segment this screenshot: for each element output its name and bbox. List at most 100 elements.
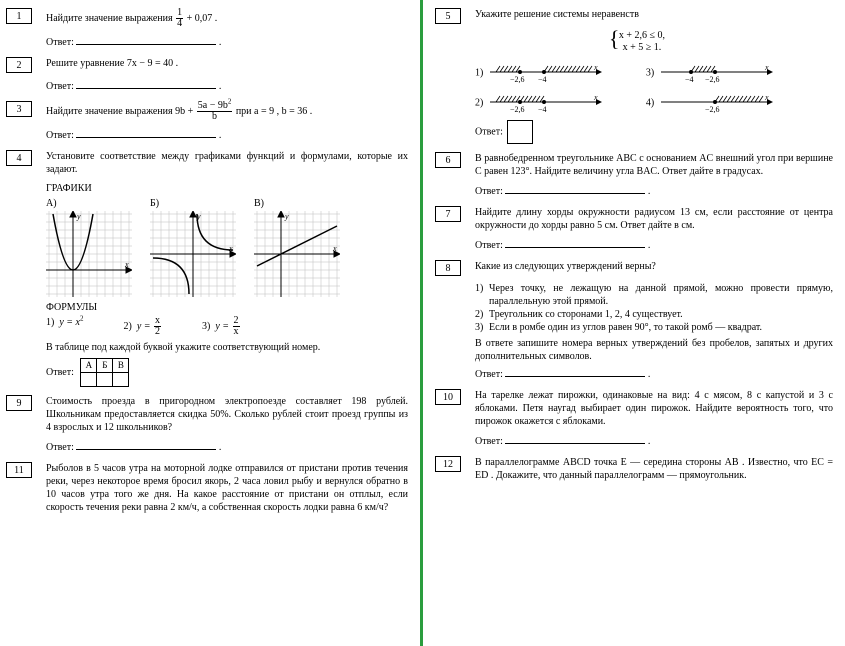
problem-number: 10: [435, 389, 461, 405]
problem-12: 12 В параллелограмме ABCD точка E — сере…: [437, 456, 833, 482]
nl-label: 2): [475, 97, 483, 108]
left-column: 1 Найдите значение выражения 14 + 0,07 .…: [0, 0, 420, 646]
formula-2: 2) y = x2: [123, 316, 162, 337]
answer-row: Ответ: .: [475, 238, 833, 252]
problem-4: 4 Установите соответствие между графикам…: [8, 150, 408, 176]
answer-label: Ответ:: [46, 367, 74, 378]
sup: 2: [228, 98, 232, 106]
answer-label: Ответ:: [475, 240, 503, 251]
problem-number: 2: [6, 57, 32, 73]
graphs-label: ГРАФИКИ: [46, 182, 408, 195]
svg-text:−2,6: −2,6: [510, 75, 525, 84]
nl-1: 1) −2,6−4x: [475, 60, 606, 86]
svg-text:−2,6: −2,6: [705, 105, 720, 114]
answer-blank[interactable]: [76, 79, 216, 89]
answer-blank[interactable]: [76, 35, 216, 45]
graphs-row: А) x y Б): [46, 197, 408, 297]
formula-num: 2): [123, 321, 131, 332]
answer-row: Ответ: .: [46, 35, 408, 49]
cell[interactable]: [81, 373, 97, 387]
answer-row: Ответ: .: [475, 367, 833, 381]
svg-text:−4: −4: [538, 105, 547, 114]
answer-blank[interactable]: [505, 367, 645, 377]
stmt-num: 2): [475, 308, 489, 321]
answer-row: Ответ: .: [46, 79, 408, 93]
answer-box[interactable]: [507, 120, 533, 144]
problem-3: 3 Найдите значение выражения 9b + 5a − 9…: [8, 101, 408, 122]
problem-text: На тарелке лежат пирожки, одинаковые на …: [475, 389, 833, 428]
answer-row: Ответ: АБВ: [46, 358, 408, 387]
formula-expr: y =: [137, 321, 153, 332]
problem-number: 7: [435, 206, 461, 222]
svg-text:−2,6: −2,6: [510, 105, 525, 114]
statement-3: 3)Если в ромбе один из углов равен 90°, …: [475, 321, 833, 334]
denominator: x: [233, 327, 240, 337]
problem-number: 5: [435, 8, 461, 24]
cell[interactable]: [97, 373, 113, 387]
answer-blank[interactable]: [76, 128, 216, 138]
answer-label: Ответ:: [475, 369, 503, 380]
denominator: b: [197, 112, 233, 122]
text: + 0,07 .: [184, 13, 217, 24]
denominator: 4: [176, 19, 183, 29]
problem-text: Найдите длину хорды окружности радиусом …: [475, 206, 833, 232]
graph-a: А) x y: [46, 197, 132, 297]
formula-num: 3): [202, 321, 210, 332]
formulas-row: 1) y = x2 2) y = x2 3) y = 2x: [46, 316, 408, 337]
problem-text: Установите соответствие между графиками …: [46, 150, 408, 176]
text: при a = 9 , b = 36 .: [233, 106, 312, 117]
system-eq: x + 2,6 ≤ 0,x + 5 ≥ 1.: [437, 30, 833, 54]
graph-c: В) x y: [254, 197, 340, 297]
svg-text:y: y: [284, 212, 289, 221]
numberline-row-2: 2) −2,6−4x 4) −2,6x: [475, 90, 833, 116]
problem-number: 3: [6, 101, 32, 117]
cell[interactable]: [113, 373, 129, 387]
fraction: x2: [153, 316, 162, 337]
svg-text:−2,6: −2,6: [705, 75, 720, 84]
answer-blank[interactable]: [505, 434, 645, 444]
answer-row: Ответ: .: [46, 440, 408, 454]
nl-label: 1): [475, 67, 483, 78]
th: Б: [97, 359, 113, 373]
tail-text: В ответе запишите номера верных утвержде…: [475, 337, 833, 363]
formula-3: 3) y = 2x: [202, 316, 241, 337]
problem-number: 8: [435, 260, 461, 276]
svg-text:y: y: [76, 212, 81, 221]
problem-number: 4: [6, 150, 32, 166]
answer-blank[interactable]: [505, 238, 645, 248]
problem-7: 7 Найдите длину хорды окружности радиусо…: [437, 206, 833, 232]
graph-line: x y: [254, 211, 340, 297]
nl-label: 3): [646, 67, 654, 78]
stmt-text: Треугольник со сторонами 1, 2, 4 существ…: [489, 308, 833, 321]
fraction: 2x: [232, 316, 241, 337]
problem-10: 10 На тарелке лежат пирожки, одинаковые …: [437, 389, 833, 428]
problem-number: 12: [435, 456, 461, 472]
formula-num: 1): [46, 317, 54, 328]
problem-11: 11 Рыболов в 5 часов утра на моторной ло…: [8, 462, 408, 514]
hint: В таблице под каждой буквой укажите соот…: [46, 341, 408, 354]
problem-text: Стоимость проезда в пригородном электроп…: [46, 395, 408, 434]
answer-row: Ответ: .: [475, 434, 833, 448]
graph-parabola: x y: [46, 211, 132, 297]
fraction: 5a − 9b2 b: [196, 101, 234, 122]
th: В: [113, 359, 129, 373]
problem-number: 6: [435, 152, 461, 168]
problem-text: Укажите решение системы неравенств: [475, 8, 833, 21]
problem-number: 11: [6, 462, 32, 478]
problem-5: 5 Укажите решение системы неравенств: [437, 8, 833, 24]
answer-blank[interactable]: [76, 440, 216, 450]
problem-text: В параллелограмме ABCD точка E — середин…: [475, 456, 833, 482]
problem-text: Какие из следующих утверждений верны?: [475, 260, 833, 273]
eq2: x + 5 ≥ 1.: [619, 42, 665, 54]
answer-row: Ответ: .: [475, 184, 833, 198]
problem-number: 9: [6, 395, 32, 411]
num-text: 5a − 9b: [198, 100, 228, 111]
problem-6: 6 В равнобедренном треугольнике ABC с ос…: [437, 152, 833, 178]
statement-1: 1)Через точку, не лежащую на данной прям…: [475, 282, 833, 308]
answer-label: Ответ:: [46, 81, 74, 92]
nl-3: 3) −4−2,6x: [646, 60, 777, 86]
answer-blank[interactable]: [505, 184, 645, 194]
problem-8: 8 Какие из следующих утверждений верны?: [437, 260, 833, 276]
problem-1: 1 Найдите значение выражения 14 + 0,07 .: [8, 8, 408, 29]
sup: 2: [80, 315, 84, 323]
